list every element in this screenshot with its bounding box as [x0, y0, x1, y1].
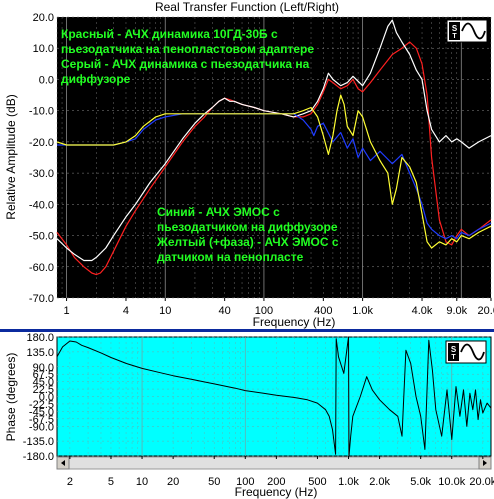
x-tick-label: 20 — [167, 476, 179, 488]
x-tick-label: 9.0k — [446, 305, 467, 317]
panel-divider — [0, 329, 494, 332]
x-tick-label: 1.0k — [352, 305, 373, 317]
y-tick-label: -10.0 — [29, 106, 54, 118]
x-tick-label: 10 — [136, 476, 148, 488]
svg-text:S: S — [452, 24, 458, 33]
x-tick-label: 1 — [64, 305, 70, 317]
amplitude-y-ticks: 20.0 10.0 0.0 -10.0 -20.0 -30.0 -40.0 -50.0 -60.… — [29, 12, 54, 305]
x-tick-label: 20.0k — [478, 305, 494, 317]
y-tick-label: -20.0 — [29, 137, 54, 149]
annotation-mid-line-3: Желтый (+фаза) - АЧХ ЭМОС с — [156, 235, 339, 249]
svg-text:S: S — [451, 345, 457, 354]
x-tick-label: 4 — [123, 305, 129, 317]
svg-text:T: T — [452, 33, 457, 40]
y-tick-label: -90.0 — [29, 421, 54, 433]
y-tick-label: -135.0 — [23, 436, 54, 448]
annotation-top-line-2: пьезодатчика на пенопластовом адаптере — [61, 42, 314, 56]
annotation-mid-line-2: пьезодатчиком на диффузоре — [157, 220, 338, 234]
window-title: Real Transfer Function (Left/Right) — [155, 0, 339, 14]
scrollbar-track[interactable] — [57, 457, 491, 469]
phase-y-ticks: 180.0135.090.067.545.022.50.0-22.5-45.0-… — [23, 332, 54, 463]
x-tick-label: 1.0k — [338, 476, 359, 488]
y-tick-label: 135.0 — [26, 347, 54, 359]
y-tick-label: -180.0 — [23, 451, 54, 463]
x-tick-label: 10.0k — [438, 476, 465, 488]
y-tick-label: -70.0 — [29, 293, 54, 305]
x-tick-label: 20.0k — [469, 476, 494, 488]
y-tick-label: -50.0 — [29, 231, 54, 243]
amplitude-y-axis-label: Relative Amplitude (dB) — [4, 94, 18, 219]
x-tick-label: 5 — [108, 476, 114, 488]
y-tick-label: -60.0 — [29, 262, 54, 274]
x-tick-label: 10 — [159, 305, 171, 317]
annotation-mid-line-1: Синий - АЧХ ЭМОС с — [157, 205, 280, 219]
y-tick-label: 10.0 — [33, 43, 54, 55]
x-tick-label: 2.0k — [369, 476, 390, 488]
annotation-top-line-1: Красный - АЧХ динамика 10ГД-30Б с — [61, 27, 278, 41]
x-tick-label: 50 — [208, 476, 220, 488]
annotation-mid-line-4: датчиком на пенопласте — [157, 250, 304, 264]
y-tick-label: -40.0 — [29, 199, 54, 211]
y-tick-label: 180.0 — [26, 332, 54, 344]
sine-wave-logo-icon: S T — [446, 341, 486, 363]
x-tick-label: 4.0k — [412, 305, 433, 317]
sine-wave-logo-icon: S T — [447, 20, 487, 42]
x-tick-label: 5.0k — [410, 476, 431, 488]
phase-y-axis-label: Phase (degrees) — [4, 353, 18, 442]
x-tick-label: 40 — [219, 305, 231, 317]
x-tick-label: 2 — [67, 476, 73, 488]
phase-x-axis-label: Frequency (Hz) — [235, 485, 318, 499]
annotation-top-line-3: Серый - АЧХ динамика с пьезодатчика на — [61, 57, 310, 71]
y-tick-label: 0.0 — [39, 74, 54, 86]
annotation-top-line-4: диффузоре — [61, 72, 131, 86]
svg-text:T: T — [451, 354, 456, 361]
phase-scrollbar[interactable] — [57, 457, 491, 469]
amplitude-x-axis-label: Frequency (Hz) — [253, 315, 336, 329]
y-tick-label: -30.0 — [29, 168, 54, 180]
y-tick-label: 20.0 — [33, 12, 54, 24]
